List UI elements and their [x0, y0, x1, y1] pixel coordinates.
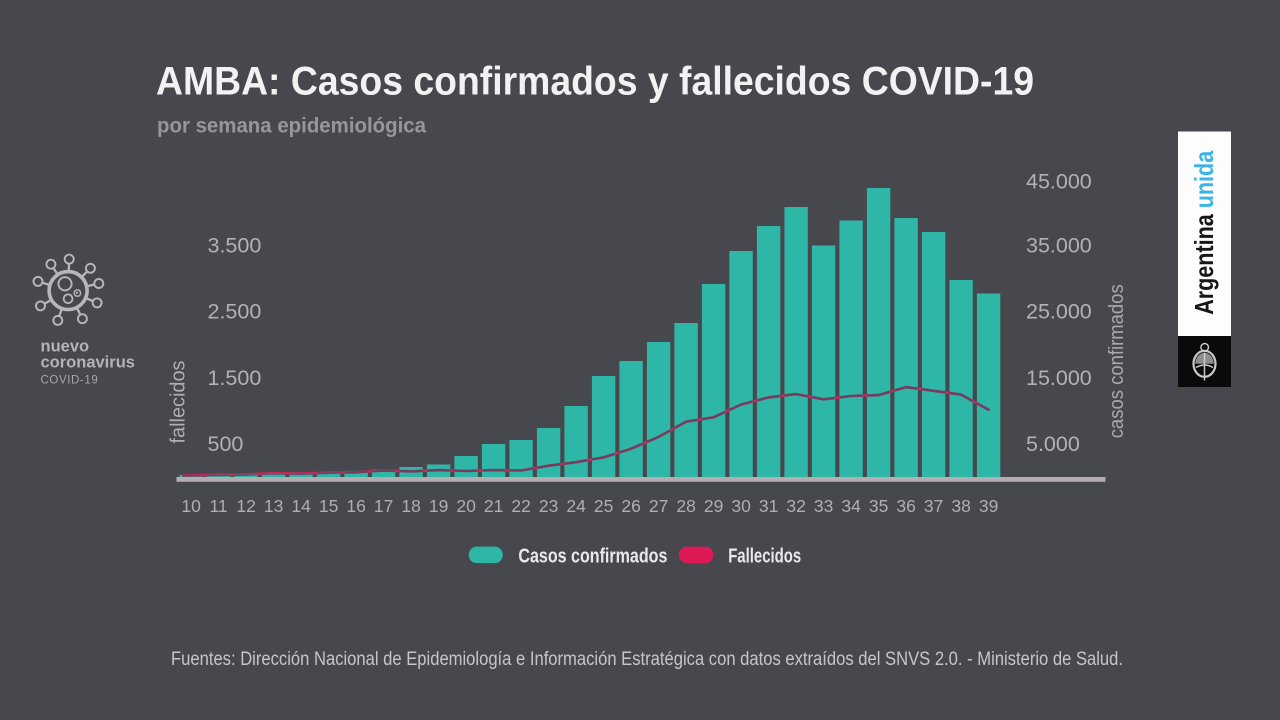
svg-text:25: 25 [594, 496, 613, 516]
svg-text:23: 23 [539, 496, 558, 516]
svg-text:18: 18 [401, 496, 420, 516]
svg-text:31: 31 [759, 496, 778, 516]
svg-text:20: 20 [456, 496, 476, 516]
svg-text:14: 14 [291, 496, 311, 516]
svg-text:Fuentes: Dirección Nacional de: Fuentes: Dirección Nacional de Epidemiol… [171, 649, 1123, 670]
svg-text:45.000: 45.000 [1026, 170, 1092, 194]
svg-text:16: 16 [346, 496, 365, 516]
svg-text:10: 10 [181, 496, 201, 516]
svg-text:casos confirmados: casos confirmados [1106, 284, 1128, 438]
svg-text:Argentina unida: Argentina unida [1189, 150, 1219, 314]
svg-text:28: 28 [676, 496, 695, 516]
svg-text:2.500: 2.500 [208, 300, 262, 324]
svg-text:19: 19 [429, 496, 448, 516]
svg-text:12: 12 [236, 496, 255, 516]
svg-text:34: 34 [841, 496, 861, 516]
svg-text:3.500: 3.500 [208, 234, 262, 258]
svg-text:33: 33 [814, 496, 833, 516]
svg-text:35.000: 35.000 [1026, 234, 1092, 258]
svg-text:Fallecidos: Fallecidos [728, 544, 801, 567]
svg-text:39: 39 [979, 496, 998, 516]
svg-text:17: 17 [374, 496, 393, 516]
svg-text:1.500: 1.500 [208, 366, 262, 390]
svg-text:38: 38 [951, 496, 970, 516]
svg-text:21: 21 [484, 496, 503, 516]
svg-text:fallecidos: fallecidos [168, 361, 190, 444]
svg-text:500: 500 [208, 432, 244, 456]
svg-text:15: 15 [319, 496, 338, 516]
svg-text:13: 13 [264, 496, 283, 516]
svg-text:AMBA: Casos confirmados y fall: AMBA: Casos confirmados y fallecidos COV… [156, 60, 1034, 104]
svg-text:37: 37 [924, 496, 943, 516]
svg-text:por semana epidemiológica: por semana epidemiológica [157, 115, 426, 138]
svg-text:Casos confirmados: Casos confirmados [518, 544, 667, 567]
svg-text:5.000: 5.000 [1026, 432, 1080, 456]
svg-text:15.000: 15.000 [1026, 366, 1092, 390]
svg-text:22: 22 [511, 496, 530, 516]
svg-text:32: 32 [786, 496, 805, 516]
svg-text:30: 30 [731, 496, 751, 516]
svg-text:coronavirus: coronavirus [41, 354, 135, 372]
svg-text:36: 36 [896, 496, 915, 516]
svg-text:nuevo: nuevo [41, 338, 90, 356]
svg-text:26: 26 [621, 496, 640, 516]
svg-text:25.000: 25.000 [1026, 300, 1092, 324]
svg-text:COVID-19: COVID-19 [41, 375, 99, 387]
svg-text:35: 35 [869, 496, 888, 516]
svg-text:11: 11 [210, 496, 228, 516]
svg-text:24: 24 [566, 496, 586, 516]
svg-text:27: 27 [649, 496, 668, 516]
svg-text:29: 29 [704, 496, 723, 516]
